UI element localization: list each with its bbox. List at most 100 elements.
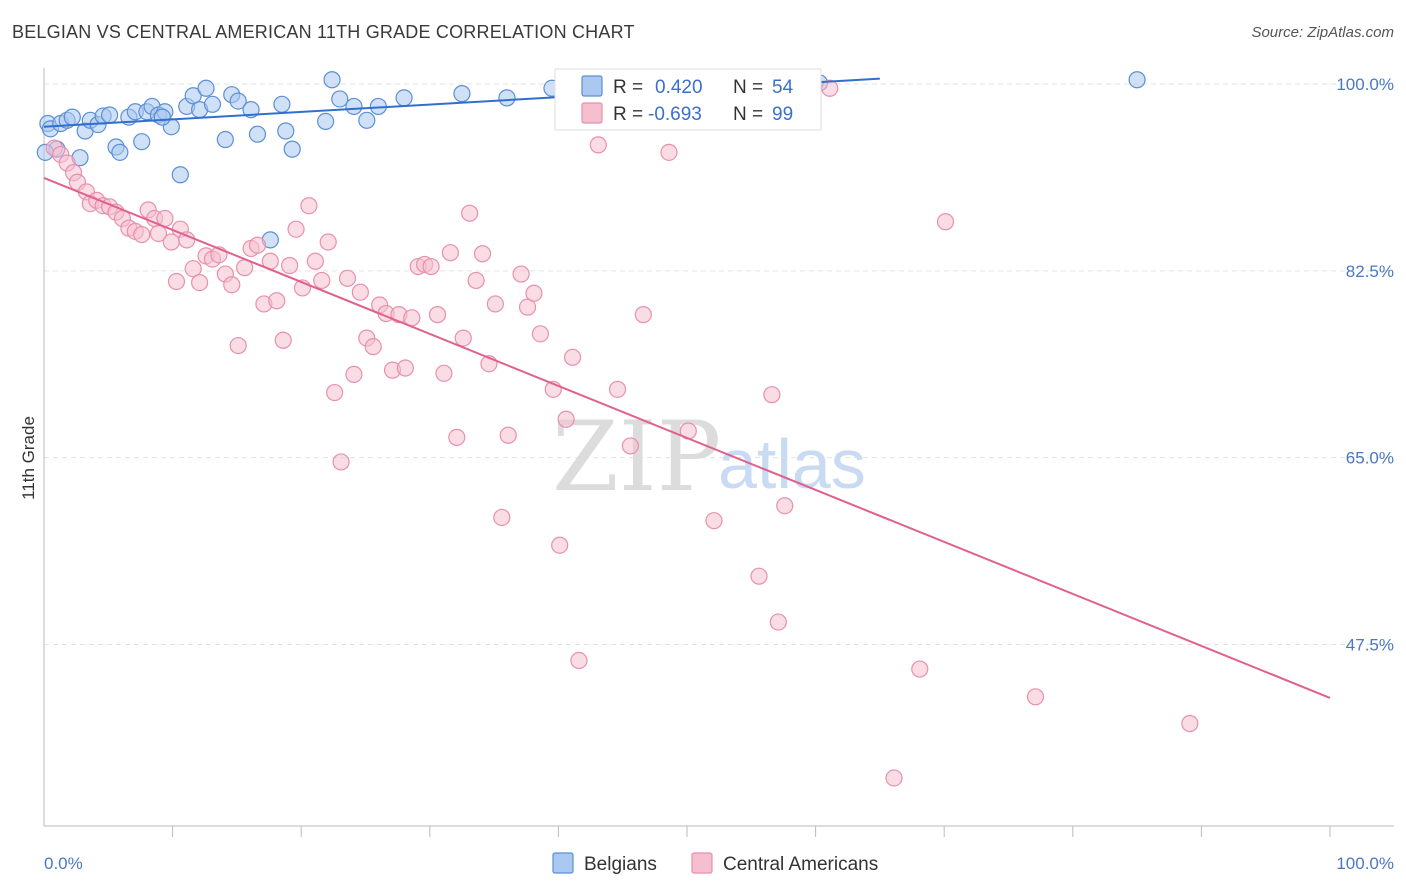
- source-label: Source: ZipAtlas.com: [1251, 24, 1394, 41]
- central_americans-point: [428, 306, 447, 324]
- legend-swatch-belgians: [581, 75, 603, 97]
- central_americans-point: [268, 292, 286, 310]
- x-tick-right: 100.0%: [1336, 854, 1394, 873]
- central_americans-point: [338, 269, 357, 287]
- central_americans-point: [248, 236, 267, 254]
- watermark-zip: ZIP: [552, 401, 721, 513]
- legend-n-value-belgians: 54: [772, 77, 794, 98]
- central_americans-point: [435, 364, 453, 382]
- central_americans-point: [563, 348, 582, 366]
- belgians-point: [453, 85, 471, 103]
- central_americans-point: [518, 298, 537, 316]
- central_americans-point: [149, 224, 168, 243]
- belgians-point: [197, 79, 215, 97]
- central_americans-point: [364, 338, 382, 356]
- central_americans-point: [133, 225, 151, 244]
- central_americans-point: [551, 536, 569, 554]
- central_americans-point: [557, 410, 575, 428]
- y-tick-label: 47.5%: [1346, 636, 1394, 655]
- central_americans-point: [1181, 714, 1199, 733]
- central_americans-point: [493, 508, 511, 527]
- central_americans-point: [589, 136, 607, 154]
- central_americans-point: [885, 769, 903, 787]
- belgians-point: [171, 166, 189, 184]
- central_americans-point: [326, 383, 344, 402]
- central_americans-point: [422, 257, 440, 276]
- central_americans-point: [229, 336, 247, 355]
- central_americans-point: [467, 271, 485, 290]
- central_americans-point: [332, 453, 350, 471]
- central_americans-point: [821, 79, 839, 97]
- central_americans-point: [281, 256, 299, 275]
- central_americans-point: [167, 272, 186, 291]
- central_americans-point: [608, 380, 627, 398]
- legend-n-value-central-americans: 99: [772, 104, 793, 125]
- belgians-point: [358, 111, 376, 129]
- central_americans-point: [750, 567, 768, 585]
- belgians-point: [331, 90, 349, 108]
- y-tick-label: 82.5%: [1346, 262, 1394, 281]
- central_americans-point: [454, 329, 472, 347]
- bottom-legend: Belgians Central Americans: [552, 852, 878, 875]
- belgians-point: [273, 95, 291, 113]
- legend-swatch-central-americans: [581, 102, 603, 124]
- central_americans-point: [441, 244, 459, 262]
- belgians-point: [63, 108, 81, 126]
- belgians-point: [153, 108, 171, 126]
- central_americans-point: [300, 197, 318, 215]
- central_americans-point: [287, 220, 305, 238]
- central_americans-point: [512, 265, 530, 283]
- belgians-point: [248, 125, 267, 143]
- watermark: ZIP atlas: [552, 401, 866, 513]
- central_americans-point: [769, 613, 787, 631]
- legend-n-label-central-americans: N =: [733, 104, 763, 125]
- belgians-point: [345, 97, 363, 116]
- belgians-point: [1128, 71, 1146, 89]
- central_americans-point: [705, 512, 723, 530]
- belgians-point: [216, 130, 234, 149]
- belgians-point: [277, 122, 295, 140]
- chart-title: BELGIAN VS CENTRAL AMERICAN 11TH GRADE C…: [12, 22, 635, 42]
- legend-r-value-central-americans: -0.693: [648, 104, 702, 125]
- x-tick-left: 0.0%: [44, 854, 83, 873]
- axis-layer: [43, 68, 1394, 837]
- bottom-legend-label-central-americans: Central Americans: [723, 854, 878, 875]
- belgians-point: [111, 143, 129, 161]
- central_americans-point: [473, 245, 492, 263]
- grid-layer: [44, 83, 1394, 646]
- central_americans-point: [191, 273, 209, 292]
- central_americans-point: [313, 271, 331, 290]
- belgians-point: [323, 71, 341, 89]
- belgians-point: [498, 89, 516, 107]
- legend: R = 0.420 N = 54 R = -0.693 N = 99: [554, 68, 822, 131]
- belgians-point: [283, 140, 301, 158]
- central_americans-point: [486, 295, 504, 313]
- y-axis-label: 11th Grade: [19, 416, 38, 500]
- central_americans-point: [184, 260, 202, 278]
- central_americans-point: [936, 213, 955, 231]
- trend-layer: [43, 77, 1331, 699]
- belgians-point: [184, 87, 202, 105]
- central_americans-point: [911, 660, 929, 678]
- belgians-point: [203, 95, 222, 113]
- central_americans-point: [634, 306, 652, 324]
- central_americans-point: [396, 359, 414, 377]
- central_americans-point: [306, 252, 324, 270]
- central_americans-point: [499, 426, 517, 444]
- y-tick-label: 65.0%: [1346, 449, 1394, 468]
- belgians-point: [100, 106, 119, 124]
- central_americans-point: [223, 276, 241, 294]
- legend-n-label-belgians: N =: [733, 77, 763, 98]
- central_americans-point: [461, 204, 479, 222]
- central_americans-trend-line: [43, 177, 1331, 699]
- central_americans-point: [660, 143, 678, 161]
- watermark-atlas: atlas: [718, 425, 866, 503]
- central_americans-point: [274, 331, 292, 349]
- legend-r-label-belgians: R =: [613, 77, 643, 98]
- central_americans-point: [345, 365, 363, 384]
- belgians-point: [395, 89, 413, 107]
- belgians-point: [317, 112, 335, 130]
- belgians-point: [133, 133, 151, 151]
- central_americans-point: [531, 325, 549, 343]
